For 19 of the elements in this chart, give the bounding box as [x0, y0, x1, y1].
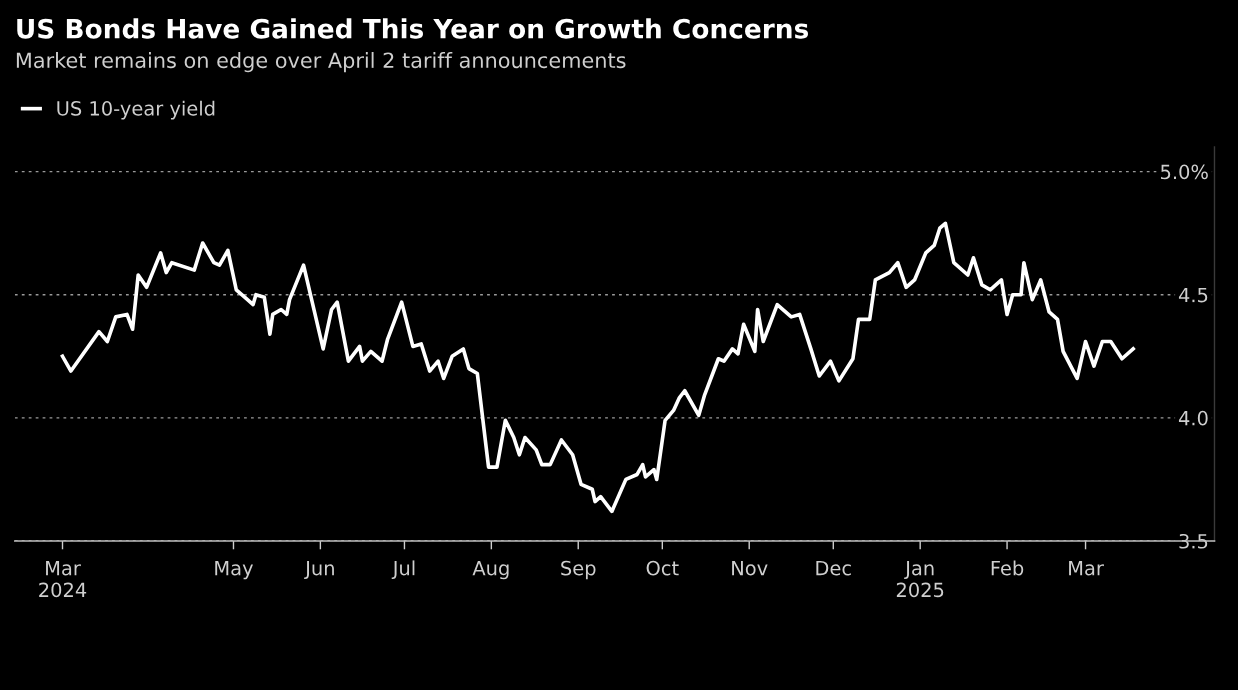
- x-tick-label: May: [215, 561, 253, 580]
- chart-subtitle: Market remains on edge over April 2 tariff announcements: [16, 52, 626, 73]
- chart-title: US Bonds Have Gained This Year on Growth Concerns: [17, 18, 809, 39]
- y-tick-label: 4.5: [1178, 287, 1208, 303]
- legend-label: US 10-year yield: [57, 100, 215, 120]
- x-tick-label: Jan 2025: [896, 561, 944, 598]
- x-tick-label: Mar: [1069, 561, 1104, 576]
- x-tick-label: Oct: [646, 560, 679, 576]
- x-tick-label: Aug: [472, 561, 509, 580]
- x-tick-label: Sep: [561, 560, 596, 580]
- x-tick-label: Mar 2024: [39, 561, 87, 598]
- x-tick-label: Jun: [304, 561, 334, 580]
- x-tick-label: Dec: [816, 561, 851, 576]
- y-tick-label: 4.0: [1178, 410, 1208, 426]
- x-tick-label: Jul: [391, 560, 415, 580]
- x-tick-label: Nov: [732, 561, 768, 576]
- line-series: [60, 221, 1136, 514]
- x-tick-label: Feb: [991, 560, 1024, 576]
- y-tick-label: 5.0%: [1161, 164, 1208, 180]
